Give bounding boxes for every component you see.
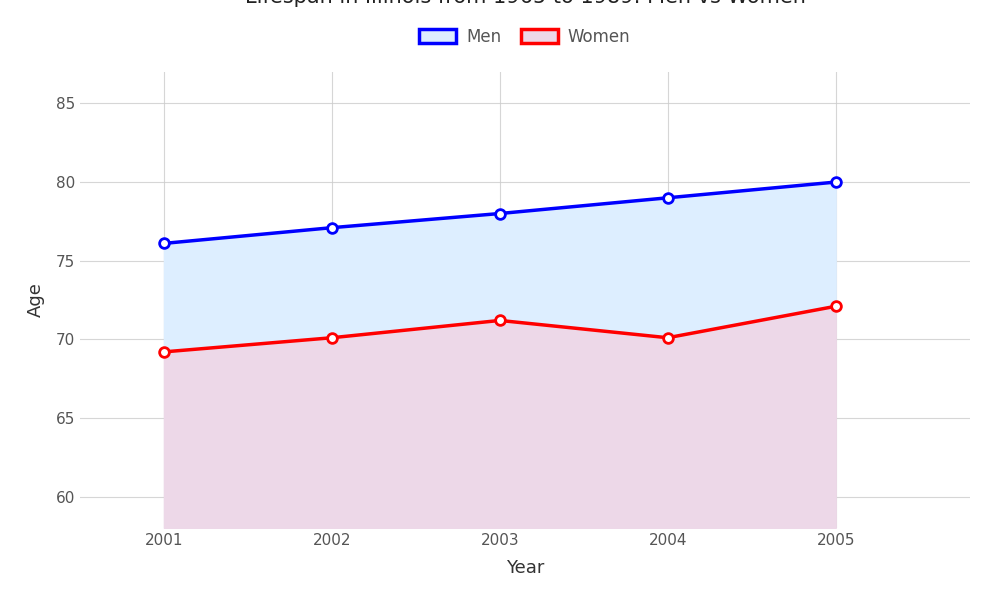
Legend: Men, Women: Men, Women: [413, 21, 637, 52]
Y-axis label: Age: Age: [27, 283, 45, 317]
Title: Lifespan in Illinois from 1965 to 1989: Men vs Women: Lifespan in Illinois from 1965 to 1989: …: [245, 0, 805, 7]
X-axis label: Year: Year: [506, 559, 544, 577]
